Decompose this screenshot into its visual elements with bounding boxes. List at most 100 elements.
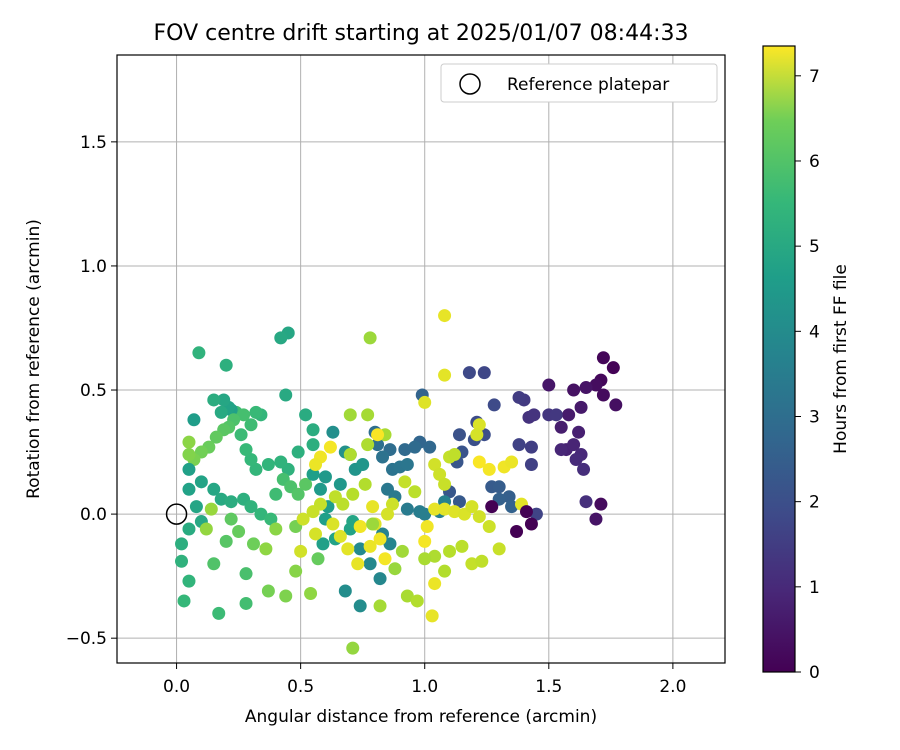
data-point [408,440,422,454]
data-point [400,457,414,471]
colorbar-gradient [762,45,796,673]
data-point [572,425,586,439]
data-point [261,457,275,471]
data-point [239,596,253,610]
grid [117,55,725,663]
data-point [209,430,223,444]
data-point [609,398,623,412]
data-point [378,552,392,566]
colorbar-tick-label: 4 [809,322,820,342]
colorbar-label: Hours from first FF file [831,264,851,454]
data-point [542,378,556,392]
data-point [596,388,610,402]
data-point [244,500,258,514]
plot-frame [116,54,726,664]
data-point [306,467,320,481]
data-point [356,457,370,471]
data-point [264,512,278,526]
data-point [234,428,248,442]
x-tick-label: 0.5 [287,677,314,697]
colorbar-tick-label: 1 [809,578,820,598]
data-point [385,497,399,511]
data-point [269,522,283,536]
data-point [455,539,469,553]
data-point [175,537,189,551]
data-point [306,438,320,452]
data-point [259,542,273,556]
data-point [219,534,233,548]
x-tick-label: 2.0 [659,677,686,697]
data-point [207,557,221,571]
y-tick-label: −0.5 [66,629,107,649]
data-point [363,539,377,553]
data-point [606,361,620,375]
data-point [579,495,593,509]
data-point [472,510,486,524]
data-point [217,393,231,407]
data-point [383,537,397,551]
data-point [482,462,496,476]
data-point [299,477,313,491]
data-point [418,395,432,409]
data-point [254,507,268,521]
data-point [353,520,367,534]
data-point [589,378,603,392]
data-point [338,584,352,598]
data-point [477,366,491,380]
y-tick-label: 0.5 [80,381,107,401]
data-point [291,487,305,501]
data-point [341,542,355,556]
data-point [470,428,484,442]
data-point [400,589,414,603]
colorbar: 0 1 2 3 4 5 6 7 Hours from first FF file [762,45,851,683]
data-point [194,475,208,489]
data-point [492,542,506,556]
colorbar-tick-label: 7 [809,67,820,87]
data-point [279,589,293,603]
data-point [376,450,390,464]
data-point [425,609,439,623]
data-point [438,368,452,382]
colorbar-tick-label: 6 [809,152,820,172]
data-point [428,549,442,563]
data-point [343,448,357,462]
reference-marker [165,503,188,525]
data-point [353,599,367,613]
data-point [569,453,583,467]
data-point [505,455,519,469]
data-point [316,537,330,551]
data-point [326,517,340,531]
data-point [388,562,402,576]
data-point [224,495,238,509]
data-point [279,388,293,402]
data-point [373,532,387,546]
y-axis-label: Rotation from reference (arcmin) [24,219,44,499]
data-point [261,584,275,598]
data-point [346,641,360,655]
data-point [219,358,233,372]
colorbar-tick-label: 2 [809,493,820,513]
data-point [438,564,452,578]
data-point [232,524,246,538]
data-point [246,537,260,551]
data-point [214,405,228,419]
data-point [524,440,538,454]
legend-entry-reference: Reference platepar [507,75,669,95]
data-point [462,366,476,380]
x-axis-ticks: 0.0 0.5 1.0 1.5 2.0 [163,663,686,697]
data-point [408,485,422,499]
data-point [395,544,409,558]
data-point [505,500,519,514]
data-point [472,455,486,469]
data-point [207,393,221,407]
data-point [418,534,432,548]
data-point [304,587,318,601]
data-point [328,490,342,504]
data-point [212,606,226,620]
data-point [214,492,228,506]
data-points [175,309,623,655]
data-point [438,477,452,491]
data-point [502,490,516,504]
data-point [519,505,533,519]
data-point [418,552,432,566]
